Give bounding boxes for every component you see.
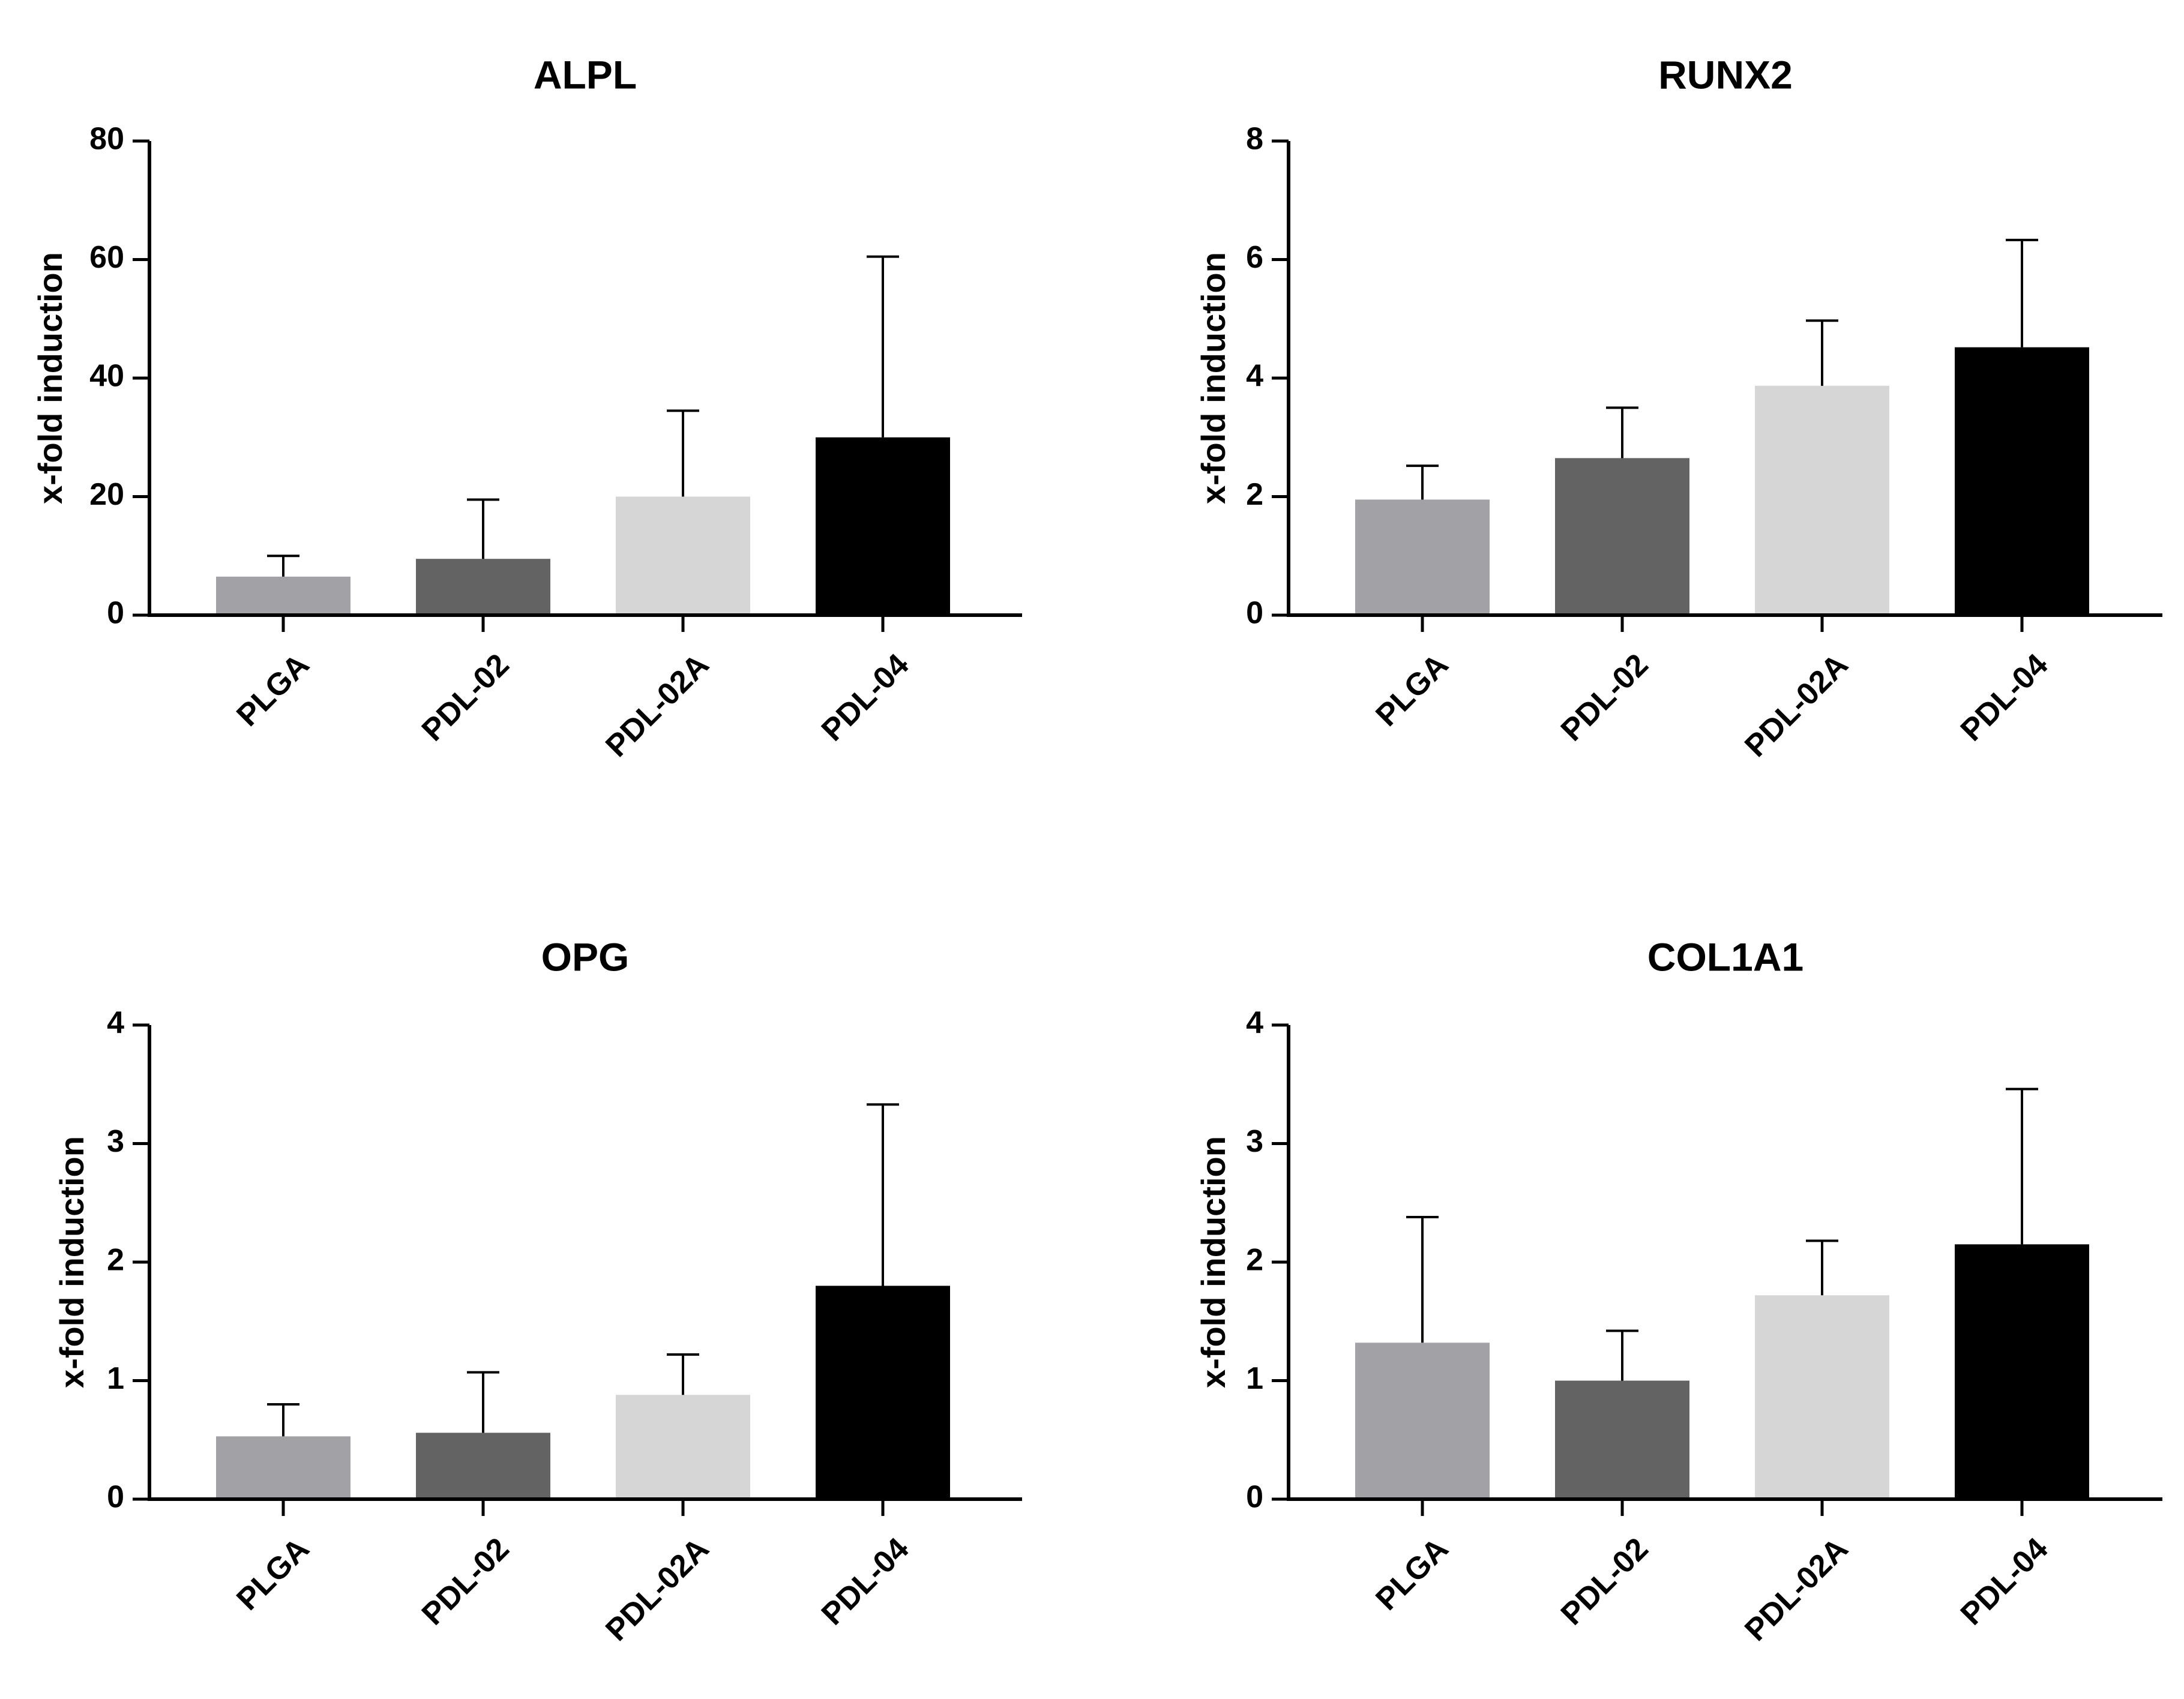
error-bar-pdl-02a (1806, 319, 1838, 386)
chart-title: COL1A1 (1647, 934, 1803, 979)
y-axis-label: x-fold induction (31, 252, 69, 504)
bar-plga (1355, 499, 1490, 615)
chart-title: OPG (541, 934, 630, 979)
error-bar-plga (267, 1403, 299, 1437)
error-bar-pdl-02 (1606, 1329, 1638, 1381)
error-bar-pdl-04 (2006, 238, 2038, 347)
x-tick-label: PDL-04 (815, 1531, 916, 1632)
error-bar-pdl-02a (667, 409, 699, 497)
x-tick-label: PDL-02A (1738, 647, 1855, 763)
y-tick-label: 80 (89, 122, 124, 157)
bar-pdl-02 (1555, 1380, 1689, 1499)
x-tick-label: PDL-02 (1554, 1531, 1655, 1632)
y-tick-label: 0 (107, 1480, 124, 1515)
y-tick-label: 2 (1246, 477, 1263, 512)
y-tick-label: 60 (89, 240, 124, 275)
bar-pdl-02 (1555, 458, 1689, 615)
chart-title: RUNX2 (1658, 52, 1793, 97)
bar-plga (216, 576, 350, 615)
x-tick-label: PDL-02 (415, 647, 516, 748)
y-tick-label: 4 (1246, 1006, 1263, 1041)
y-tick-label: 2 (1246, 1243, 1263, 1278)
x-tick-label: PDL-02 (415, 1531, 516, 1632)
bar-pdl-02 (416, 1433, 550, 1499)
error-bar-pdl-04 (867, 255, 899, 438)
bar-pdl-02a (1755, 1295, 1889, 1499)
error-bar-pdl-02a (1806, 1239, 1838, 1296)
y-tick-label: 0 (107, 596, 124, 631)
bar-pdl-02a (616, 1395, 750, 1499)
bar-plga (1355, 1343, 1490, 1499)
bar-pdl-02a (1755, 385, 1889, 615)
bar-pdl-02 (416, 559, 550, 615)
chart-panel-col1a1: COL1A1 x-fold induction 0 1 2 3 4 PLGA PDL-02 PDL… (1194, 934, 2162, 1648)
y-tick-label: 1 (107, 1361, 124, 1396)
y-tick-label: 3 (107, 1124, 124, 1159)
x-tick-label: PDL-02A (599, 647, 715, 763)
x-tick-label: PDL-04 (1954, 1531, 2055, 1632)
x-tick-label: PLGA (1369, 1531, 1455, 1617)
error-bar-pdl-04 (2006, 1087, 2038, 1245)
bar-plga (216, 1436, 350, 1499)
error-bar-pdl-02 (1606, 406, 1638, 459)
x-tick-label: PLGA (1369, 647, 1455, 733)
error-bar-pdl-02a (667, 1353, 699, 1395)
error-bar-plga (1406, 465, 1439, 500)
y-tick-label: 4 (1246, 359, 1263, 394)
error-bar-pdl-02 (467, 1371, 499, 1433)
bar-pdl-02a (616, 496, 750, 615)
y-tick-label: 3 (1246, 1124, 1263, 1159)
chart-panel-opg: OPG x-fold induction 0 1 2 3 4 PLGA PDL-02 PDL-02… (53, 934, 1022, 1648)
y-tick-label: 8 (1246, 122, 1263, 157)
error-bar-pdl-02 (467, 498, 499, 559)
y-axis-label: x-fold induction (1194, 1136, 1232, 1388)
x-tick-label: PLGA (230, 1531, 316, 1617)
error-bar-plga (267, 555, 299, 577)
y-axis-label: x-fold induction (53, 1136, 91, 1388)
chart-title: ALPL (534, 52, 637, 97)
y-tick-label: 1 (1246, 1361, 1263, 1396)
x-tick-label: PDL-04 (815, 647, 916, 748)
bar-pdl-04 (1955, 347, 2089, 615)
x-tick-label: PDL-02A (599, 1531, 715, 1647)
bar-pdl-04 (816, 437, 950, 615)
bar-pdl-04 (816, 1286, 950, 1499)
y-axis-label: x-fold induction (1194, 252, 1232, 504)
chart-panel-alpl: ALPL x-fold induction 0 20 40 60 80 PLGA PDL-02 P… (31, 52, 1022, 764)
y-tick-label: 0 (1246, 596, 1263, 631)
chart-panel-runx2: RUNX2 x-fold induction 0 2 4 6 8 PLGA PDL-02 PDL-… (1194, 52, 2162, 764)
y-tick-label: 2 (107, 1243, 124, 1278)
y-tick-label: 4 (107, 1006, 124, 1041)
x-tick-label: PDL-02A (1738, 1531, 1855, 1647)
x-tick-label: PLGA (230, 647, 316, 733)
bar-pdl-04 (1955, 1244, 2089, 1499)
y-tick-label: 0 (1246, 1480, 1263, 1515)
x-tick-label: PDL-04 (1954, 647, 2055, 748)
error-bar-pdl-04 (867, 1103, 899, 1286)
y-tick-label: 20 (89, 477, 124, 512)
y-tick-label: 40 (89, 359, 124, 394)
x-tick-label: PDL-02 (1554, 647, 1655, 748)
error-bar-plga (1406, 1215, 1439, 1343)
y-tick-label: 6 (1246, 240, 1263, 275)
